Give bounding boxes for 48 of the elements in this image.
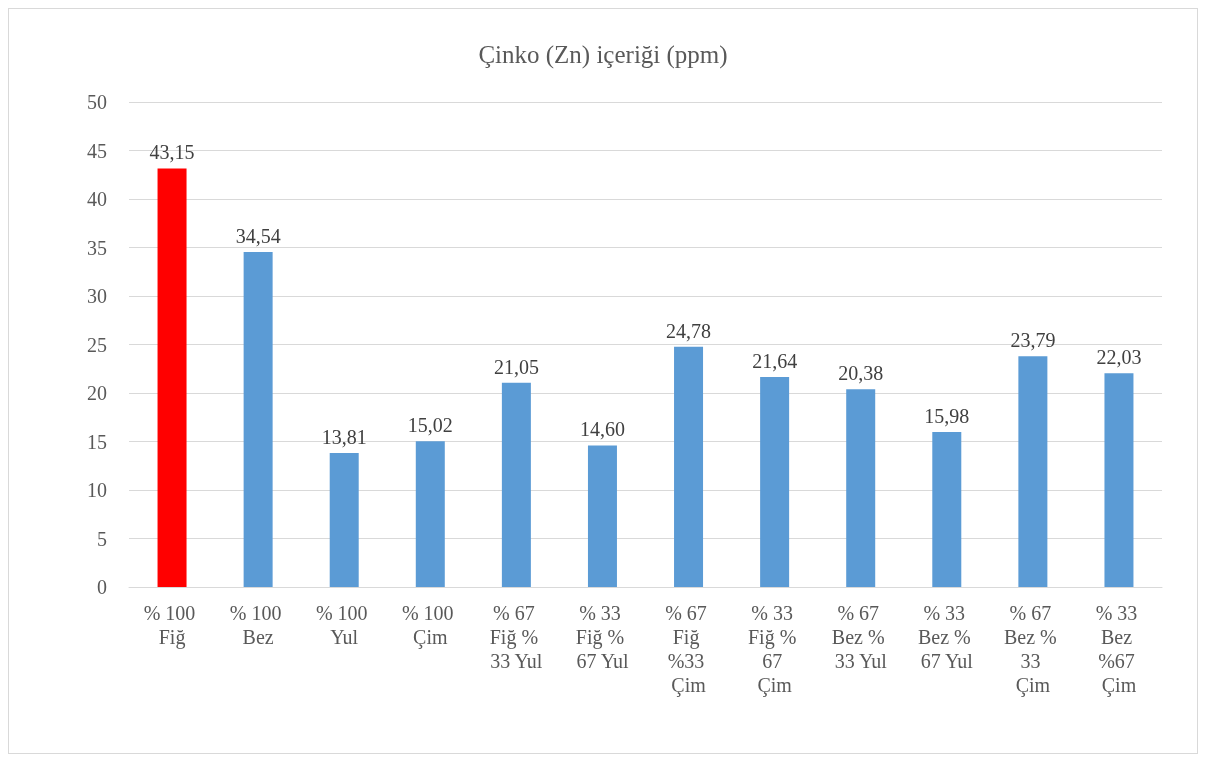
x-tick-label: % 100 Bez [229, 602, 287, 648]
data-label: 21,64 [752, 350, 798, 373]
data-label: 24,78 [666, 319, 712, 342]
x-tick-label: % 100 Çim [401, 602, 459, 649]
y-tick-label: 5 [97, 527, 107, 550]
y-tick-label: 20 [87, 382, 107, 404]
bar [760, 377, 790, 587]
y-tick-label: 50 [87, 91, 107, 113]
y-tick-label: 25 [87, 333, 107, 356]
bar [415, 441, 445, 587]
x-tick-label: % 67 Bez % 33 Yul [831, 602, 890, 672]
bar [243, 251, 273, 587]
y-tick-label: 45 [87, 139, 107, 162]
bar [329, 453, 359, 587]
x-tick-label: % 33 Bez % 67 Yul [917, 602, 976, 672]
data-label: 23,79 [1010, 329, 1056, 352]
data-label: 34,54 [235, 224, 281, 247]
data-label: 15,98 [924, 404, 970, 427]
bar [932, 431, 962, 587]
data-label: 13,81 [321, 426, 367, 449]
x-tick-label: % 67 Bez % 33 Çim [1003, 602, 1062, 697]
data-label: 43,15 [149, 141, 195, 164]
bar [157, 168, 187, 587]
data-label: 22,03 [1096, 346, 1142, 369]
bar [501, 382, 531, 587]
chart-title: Çinko (Zn) içeriği (ppm) [478, 41, 728, 69]
bar [1104, 373, 1134, 587]
x-tick-label: % 100 Fiğ [143, 602, 201, 649]
bar [846, 389, 876, 587]
y-tick-label: 35 [87, 236, 107, 259]
y-tick-label: 15 [87, 430, 107, 453]
x-tick-label: % 33 Fiğ % 67 Yul [575, 602, 630, 672]
data-label: 20,38 [838, 362, 884, 385]
x-tick-label: % 67 Fiğ %33 Çim [665, 602, 712, 697]
x-tick-label: % 33 Bez %67 Çim [1095, 602, 1143, 697]
y-tick-label: 0 [97, 576, 107, 598]
bar [1018, 356, 1048, 587]
y-tick-label: 30 [87, 285, 107, 307]
data-label: 21,05 [493, 355, 539, 378]
x-tick-label: % 67 Fiğ % 33 Yul [489, 602, 544, 672]
bar [587, 445, 617, 587]
bar [674, 346, 704, 587]
y-tick-label: 10 [87, 479, 107, 501]
x-tick-label: % 33 Fiğ % 67 Çim [747, 602, 802, 697]
data-label: 14,60 [579, 418, 625, 441]
data-label: 15,02 [407, 414, 453, 437]
x-tick-label: % 100 Yul [315, 602, 373, 648]
y-tick-label: 40 [87, 188, 107, 210]
